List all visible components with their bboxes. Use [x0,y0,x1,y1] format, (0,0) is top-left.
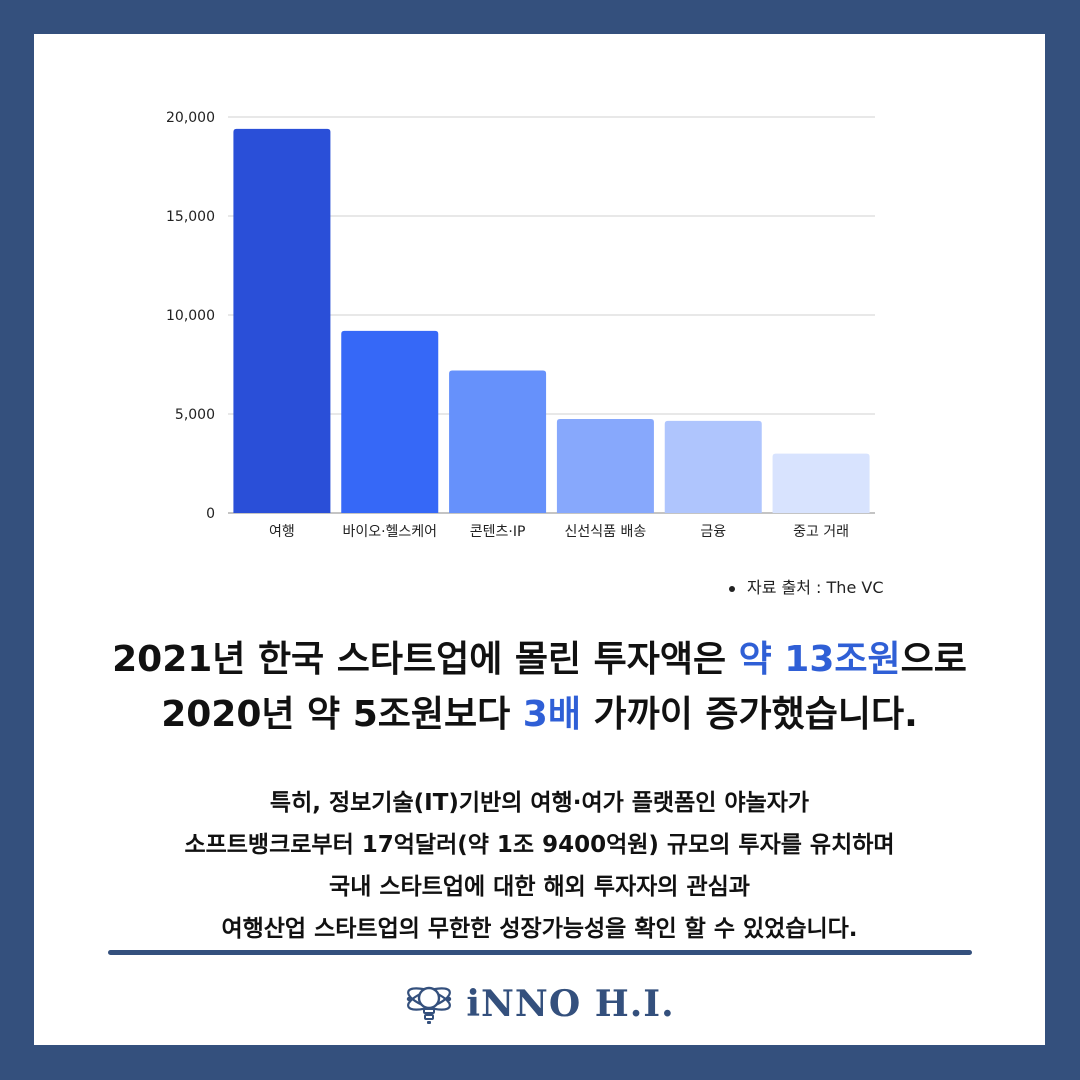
body-line-3: 국내 스타트업에 대한 해외 투자자의 관심과 [329,874,750,900]
logo-text: iNNO H.I. [466,983,675,1025]
bar [233,128,331,513]
lightbulb-atom-icon [407,986,452,1024]
bullet-icon [729,585,735,592]
x-tick-label: 콘텐츠·IP [470,524,526,540]
body-line-2: 소프트뱅크로부터 17억달러(약 1조 9400억원) 규모의 투자를 유치하며 [184,832,895,858]
x-tick-label: 금융 [700,524,726,540]
headline-text: 으로 [900,639,967,680]
bar [772,453,870,513]
brand-logo: iNNO H.I. [34,974,1045,1034]
content-card: 0 5,000 10,000 15,000 20,000 여행 바이오·헬스케어 콘텐츠·IP… [34,34,1045,1045]
body-paragraph: 특히, 정보기술(IT)기반의 여행·여가 플랫폼인 야놀자가 소프트뱅크로부터… [34,782,1045,950]
bar [341,330,439,513]
headline-line-1: 2021년 한국 스타트업에 몰린 투자액은 약 13조원으로 [34,632,1045,687]
x-tick-label: 바이오·헬스케어 [342,524,437,540]
y-tick-label: 0 [206,506,215,522]
body-line-4: 여행산업 스타트업의 무한한 성장가능성을 확인 할 수 있었습니다. [221,916,858,942]
bar-chart: 0 5,000 10,000 15,000 20,000 여행 바이오·헬스케어 콘텐츠·IP… [166,110,875,540]
x-tick-label: 여행 [269,524,295,540]
x-tick-label: 중고 거래 [793,524,849,540]
headline-line-2: 2020년 약 5조원보다 3배 가까이 증가했습니다. [34,687,1045,742]
source-note: 자료 출처 : The VC [729,574,884,598]
y-tick-label: 5,000 [175,407,215,423]
y-tick-label: 20,000 [166,110,215,126]
bar [449,370,547,513]
headline-highlight: 약 13조원 [738,639,901,680]
bar [664,420,762,513]
x-tick-label: 신선식품 배송 [565,524,647,540]
y-tick-label: 10,000 [166,308,215,324]
y-tick-label: 15,000 [166,209,215,225]
source-text: 자료 출처 : The VC [747,578,884,597]
headline-text: 가까이 증가했습니다. [580,694,918,735]
headline-highlight: 3배 [522,694,581,735]
bar [556,418,654,513]
divider [108,950,972,955]
body-line-1: 특히, 정보기술(IT)기반의 여행·여가 플랫폼인 야놀자가 [269,790,810,816]
headline-text: 2020년 약 5조원보다 [161,694,523,735]
headline: 2021년 한국 스타트업에 몰린 투자액은 약 13조원으로 2020년 약 … [34,632,1045,742]
headline-text: 2021년 한국 스타트업에 몰린 투자액은 [112,639,739,680]
